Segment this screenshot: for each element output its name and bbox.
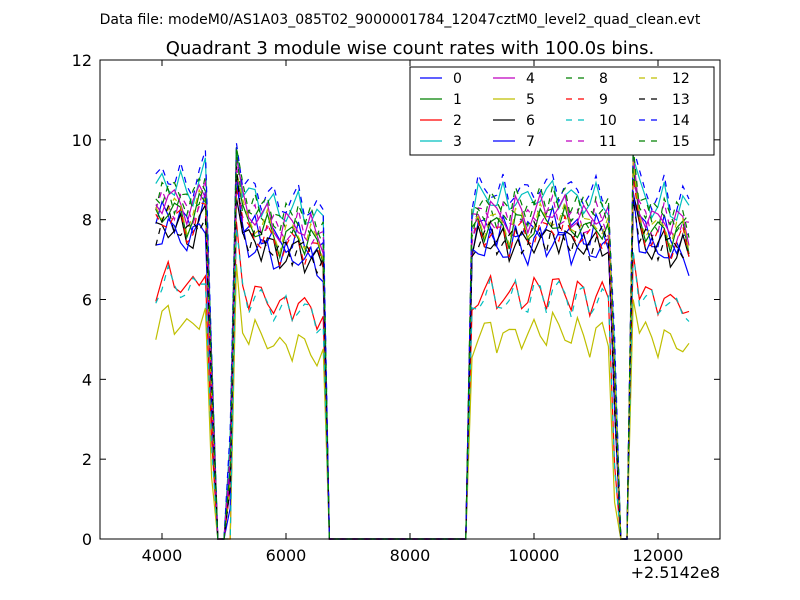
legend-label-1: 1	[453, 92, 462, 108]
y-tick-label: 10	[72, 131, 92, 150]
legend-label-9: 9	[599, 92, 608, 108]
legend-label-3: 3	[453, 134, 462, 150]
y-tick-label: 6	[82, 291, 92, 310]
y-tick-label: 8	[82, 211, 92, 230]
legend-frame	[409, 66, 715, 156]
x-tick-label: 8000	[390, 546, 431, 565]
y-tick-label: 12	[72, 51, 92, 70]
x-tick-label: 4000	[142, 546, 183, 565]
legend-label-6: 6	[526, 113, 535, 129]
series-line-9	[155, 177, 690, 540]
x-tick-label: 6000	[266, 546, 307, 565]
legend-label-7: 7	[526, 134, 535, 150]
legend-label-13: 13	[672, 92, 690, 108]
legend-label-11: 11	[599, 134, 617, 150]
x-tick-label: 10000	[509, 546, 560, 565]
chart-title: Quadrant 3 module wise count rates with …	[166, 38, 655, 59]
legend-label-4: 4	[526, 71, 535, 87]
series-line-11	[155, 163, 690, 540]
legend-label-12: 12	[672, 71, 690, 87]
legend-label-5: 5	[526, 92, 535, 108]
x-axis-offset-label: +2.5142e8	[631, 563, 720, 582]
legend-label-0: 0	[453, 71, 462, 87]
legend-label-15: 15	[672, 134, 690, 150]
series-line-8	[155, 147, 690, 540]
legend-label-2: 2	[453, 113, 462, 129]
x-axis: 4000 6000 8000 10000 12000	[142, 60, 684, 565]
y-tick-label: 2	[82, 450, 92, 469]
y-tick-label: 0	[82, 530, 92, 549]
figure-suptitle: Data file: modeM0/AS1A03_085T02_90000017…	[100, 12, 701, 28]
legend-label-8: 8	[599, 71, 608, 87]
legend-label-14: 14	[672, 113, 690, 129]
legend-label-10: 10	[599, 113, 617, 129]
series-line-13	[155, 165, 690, 540]
x-tick-label: 12000	[633, 546, 684, 565]
y-tick-label: 4	[82, 370, 92, 389]
